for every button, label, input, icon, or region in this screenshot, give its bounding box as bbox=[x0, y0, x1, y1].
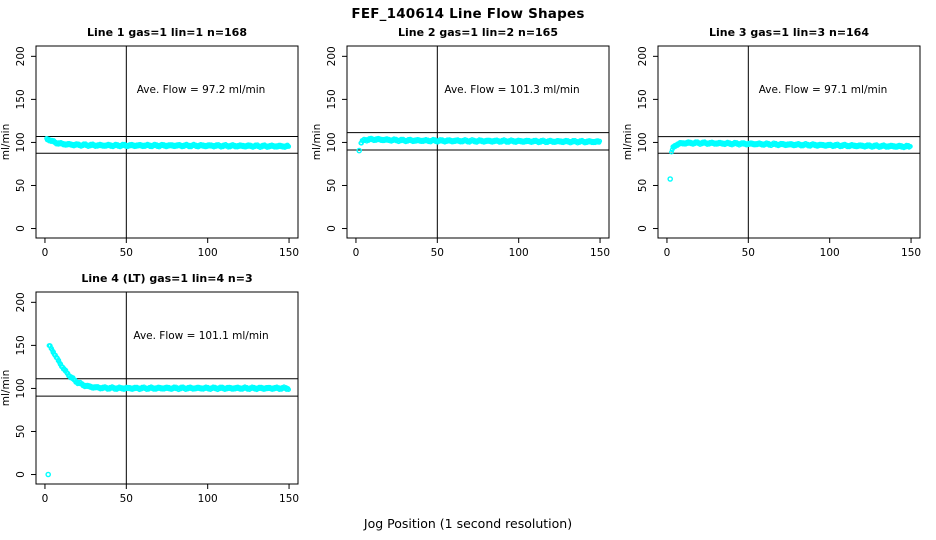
data-point bbox=[286, 387, 292, 392]
x-tick-label: 0 bbox=[353, 247, 360, 259]
subplot-line1: 0 50 100 150 0 50 100 150 200 ml/min Line 1 gas=1… bbox=[0, 22, 314, 267]
outlier-point bbox=[356, 147, 363, 154]
y-tick-label: 200 bbox=[15, 46, 27, 66]
y-tick-label: 200 bbox=[637, 46, 649, 66]
x-tick-label: 100 bbox=[820, 247, 840, 259]
y-tick-label: 50 bbox=[15, 179, 27, 192]
flow-points bbox=[45, 343, 292, 478]
outlier-point bbox=[667, 176, 674, 182]
outlier-point bbox=[45, 471, 52, 478]
y-tick-label: 0 bbox=[15, 471, 27, 478]
main-title: FEF_140614 Line Flow Shapes bbox=[351, 6, 585, 22]
data-point bbox=[908, 143, 913, 149]
y-axis-title: ml/min bbox=[622, 124, 634, 160]
panel-title-line1: Line 1 gas=1 lin=1 n=168 bbox=[86, 26, 247, 39]
x-tick-label: 50 bbox=[431, 247, 444, 259]
subplot-line3: 0 50 100 150 0 50 100 150 200 ml/min Line 3 gas=1… bbox=[622, 22, 936, 267]
subplot-line2: 0 50 100 150 0 50 100 150 200 ml/min Line 2 gas=1… bbox=[311, 22, 625, 267]
y-tick-label: 150 bbox=[637, 89, 649, 109]
data-point bbox=[286, 144, 292, 149]
x-tick-label: 50 bbox=[120, 493, 133, 505]
line2-flow-scatter-chart: 0 50 100 150 0 50 100 150 200 ml/min bbox=[311, 45, 610, 259]
ave-flow-annotation-line1: Ave. Flow = 97.2 ml/min bbox=[136, 84, 266, 96]
line4-flow-scatter-chart: 0 50 100 150 0 50 100 150 200 ml/min bbox=[0, 291, 299, 505]
y-tick-label: 150 bbox=[15, 89, 27, 109]
data-point bbox=[597, 138, 603, 144]
ave-flow-annotation-line2: Ave. Flow = 101.3 ml/min bbox=[444, 84, 580, 96]
flow-points bbox=[356, 135, 603, 154]
y-axis-title: ml/min bbox=[0, 124, 12, 160]
panel-title-line3: Line 3 gas=1 lin=3 n=164 bbox=[708, 26, 869, 39]
y-tick-label: 200 bbox=[15, 292, 27, 312]
y-tick-label: 0 bbox=[15, 225, 27, 232]
data-point bbox=[56, 357, 62, 363]
x-tick-label: 0 bbox=[42, 247, 49, 259]
x-tick-label: 50 bbox=[120, 247, 133, 259]
y-axis-title: ml/min bbox=[0, 370, 12, 406]
y-axis-title: ml/min bbox=[311, 124, 323, 160]
y-tick-label: 0 bbox=[637, 225, 649, 232]
y-tick-label: 200 bbox=[326, 46, 338, 66]
y-tick-label: 150 bbox=[15, 335, 27, 355]
ave-flow-annotation-line3: Ave. Flow = 97.1 ml/min bbox=[758, 84, 888, 96]
data-point bbox=[669, 149, 674, 155]
panel-title-line4: Line 4 (LT) gas=1 lin=4 n=3 bbox=[81, 272, 253, 285]
x-tick-label: 100 bbox=[509, 247, 529, 259]
y-tick-label: 100 bbox=[15, 132, 27, 152]
x-tick-label: 0 bbox=[664, 247, 671, 259]
x-tick-label: 100 bbox=[198, 247, 218, 259]
x-tick-label: 50 bbox=[742, 247, 755, 259]
x-axis-label: Jog Position (1 second resolution) bbox=[363, 516, 573, 531]
x-tick-label: 150 bbox=[901, 247, 921, 259]
flow-points bbox=[44, 135, 292, 150]
x-tick-label: 150 bbox=[590, 247, 610, 259]
y-tick-label: 100 bbox=[15, 378, 27, 398]
x-tick-label: 0 bbox=[42, 493, 49, 505]
y-tick-label: 100 bbox=[326, 132, 338, 152]
y-tick-label: 50 bbox=[15, 425, 27, 438]
subplot-line4: 0 50 100 150 0 50 100 150 200 ml/min Line 4 (LT) … bbox=[0, 268, 314, 513]
panel-title-line2: Line 2 gas=1 lin=2 n=165 bbox=[397, 26, 558, 39]
x-tick-label: 100 bbox=[198, 493, 218, 505]
y-tick-label: 50 bbox=[637, 179, 649, 192]
y-tick-label: 50 bbox=[326, 179, 338, 192]
y-tick-label: 100 bbox=[637, 132, 649, 152]
line1-flow-scatter-chart: 0 50 100 150 0 50 100 150 200 ml/min bbox=[0, 45, 299, 259]
line3-flow-scatter-chart: 0 50 100 150 0 50 100 150 200 ml/min bbox=[622, 45, 921, 259]
ave-flow-annotation-line4: Ave. Flow = 101.1 ml/min bbox=[133, 330, 269, 342]
x-tick-label: 150 bbox=[279, 493, 299, 505]
x-tick-label: 150 bbox=[279, 247, 299, 259]
y-tick-label: 0 bbox=[326, 225, 338, 232]
y-tick-label: 150 bbox=[326, 89, 338, 109]
flow-points bbox=[667, 139, 913, 182]
